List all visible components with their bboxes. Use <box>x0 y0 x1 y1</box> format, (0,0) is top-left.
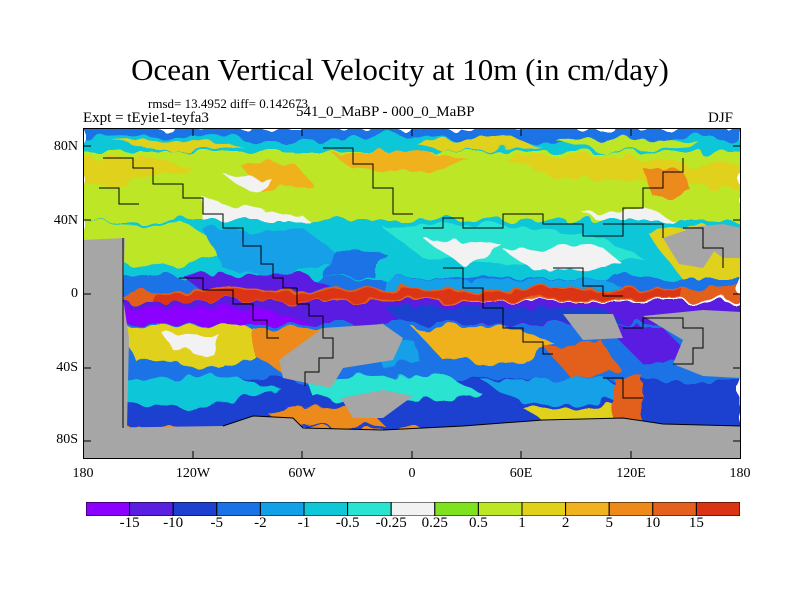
colorbar-box-4 <box>259 502 305 516</box>
colorbar-box-7 <box>390 502 436 516</box>
lon-label-60w: 60W <box>288 466 316 481</box>
colorbar-label-3: -2 <box>254 515 267 531</box>
colorbar-box-8 <box>434 502 479 516</box>
lat-label-0: 0 <box>71 286 78 301</box>
lon-label-180w: 180 <box>72 466 94 481</box>
experiment-label: Expt = tEyie1-teyfa3 <box>83 110 209 126</box>
colorbar <box>86 502 740 516</box>
colorbar-label-12: 10 <box>645 515 661 531</box>
colorbar-label-13: 15 <box>688 515 704 531</box>
colorbar-box-11 <box>565 502 610 516</box>
colorbar-box-1 <box>129 502 174 516</box>
colorbar-box-5 <box>303 502 349 516</box>
stats-text: rmsd= 13.4952 diff= 0.142673 <box>148 96 308 111</box>
colorbar-label-0: -15 <box>119 515 140 531</box>
colorbar-box-6 <box>347 502 392 516</box>
colorbar-label-6: -0.25 <box>375 515 407 531</box>
colorbar-box-9 <box>477 502 523 516</box>
colorbar-label-1: -10 <box>163 515 184 531</box>
colorbar-label-4: -1 <box>297 515 311 531</box>
velocity-field <box>83 128 741 459</box>
lat-label-80s: 80S <box>56 432 78 447</box>
colorbar-label-2: -5 <box>210 515 224 531</box>
colorbar-label-5: -0.5 <box>335 515 360 531</box>
coastline <box>99 147 741 431</box>
lat-label-80n: 80N <box>53 139 78 154</box>
colorbar-box-0 <box>86 502 131 516</box>
lon-label-120w: 120W <box>175 466 211 481</box>
axis-ticks <box>83 128 741 459</box>
lon-label-180e: 180 <box>729 466 751 481</box>
map-panel <box>83 128 741 459</box>
colorbar-label-9: 1 <box>518 515 526 531</box>
lon-label-120e: 120E <box>616 466 646 481</box>
lon-label-0: 0 <box>408 466 416 481</box>
difference-label: 541_0_MaBP - 000_0_MaBP <box>296 104 475 120</box>
colorbar-box-10 <box>521 502 567 516</box>
colorbar-box-3 <box>216 502 261 516</box>
season-label: DJF <box>708 110 734 126</box>
lat-label-40n: 40N <box>53 213 78 228</box>
plot-title: Ocean Vertical Velocity at 10m (in cm/da… <box>131 52 669 87</box>
colorbar-box-14 <box>695 502 740 516</box>
colorbar-box-12 <box>608 502 654 516</box>
colorbar-label-8: 0.5 <box>469 515 488 531</box>
lat-label-40s: 40S <box>56 360 78 375</box>
colorbar-box-13 <box>652 502 697 516</box>
lon-label-60e: 60E <box>509 466 533 481</box>
colorbar-label-11: 5 <box>605 515 613 531</box>
colorbar-box-2 <box>172 502 218 516</box>
colorbar-label-7: 0.25 <box>421 515 448 531</box>
colorbar-label-10: 2 <box>561 515 570 531</box>
